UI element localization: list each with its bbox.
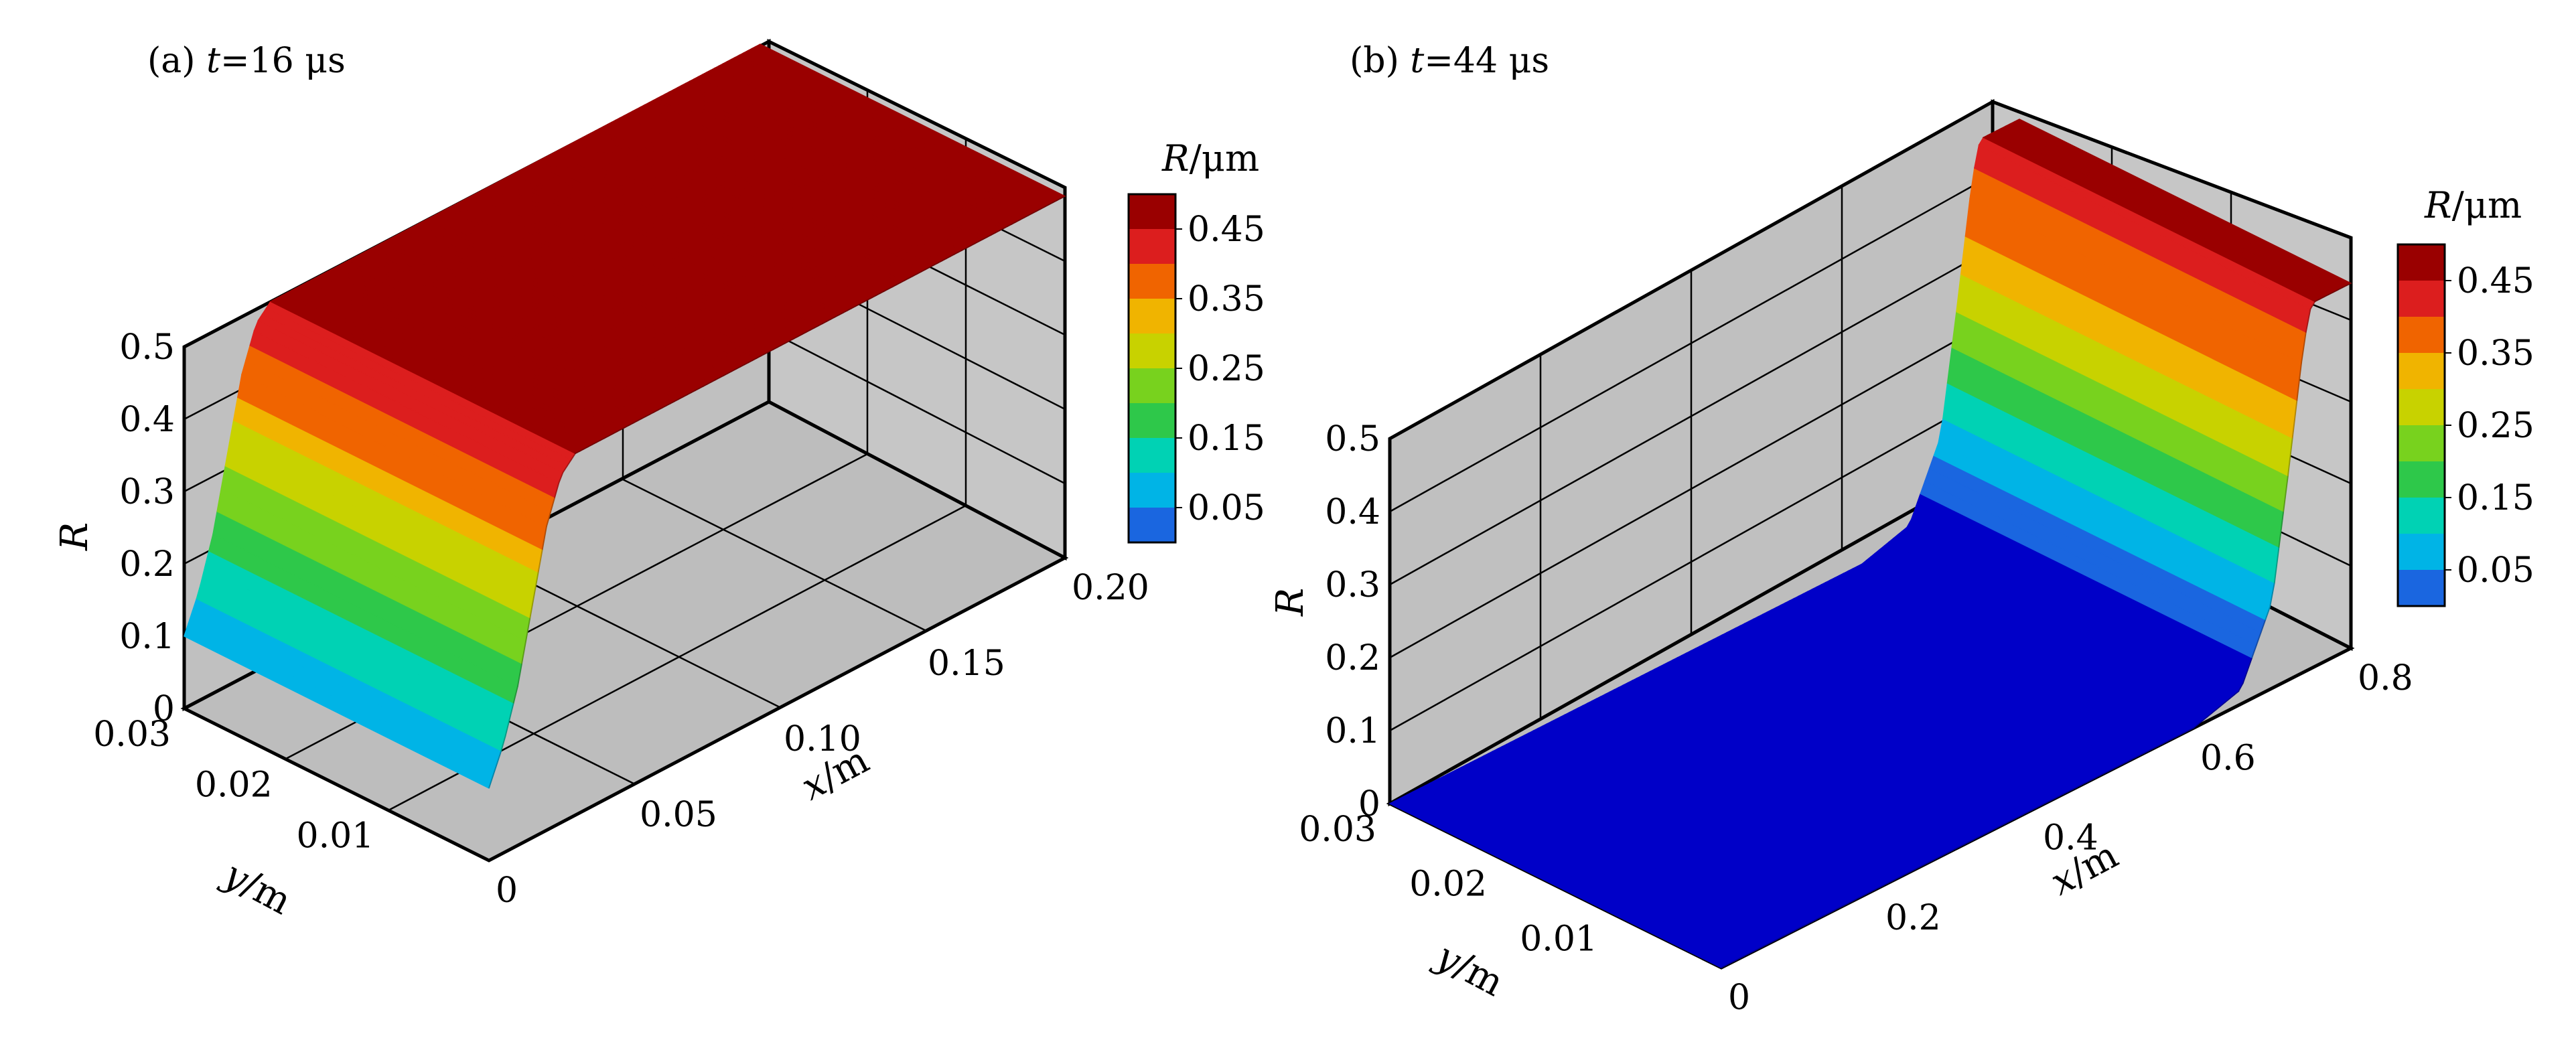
panel-a-colorbar: R/μm 0.45 0.35 0.25 0.15 0.05 <box>1127 137 1265 544</box>
panel-b-ylabel: y/m <box>1427 934 1511 1005</box>
panel-a-ticks: 0.50.40.30.20.100.030.020.0100.050.100.1… <box>93 327 1149 911</box>
panel-a-colorbar-swatch <box>1129 264 1175 299</box>
panel-b-colorbar-swatch <box>2398 244 2445 281</box>
panel-b-z-tick: 0.4 <box>1325 492 1380 532</box>
panel-a-surface-front-edge <box>488 196 1066 789</box>
panel-b-x-tick: 0.2 <box>1885 898 1941 938</box>
panel-b-x-tick: 0 <box>1728 978 1750 1018</box>
panel-b-colorbar-swatch <box>2398 570 2445 606</box>
panel-a-colorbar-swatch <box>1129 299 1175 333</box>
panel-a-x-tick: 0.05 <box>640 795 717 835</box>
panel-b-colorbar-label: R/μm <box>2424 184 2522 226</box>
panel-b-zlabel: R <box>1269 588 1312 617</box>
panel-a-z-tick: 0 <box>153 689 175 729</box>
panel-b-colorbar: R/μm 0.45 0.35 0.25 0.15 0.05 <box>2396 184 2534 607</box>
panel-b-z-tick: 0.1 <box>1325 711 1380 751</box>
panel-a-surface-strip <box>755 44 1066 200</box>
panel-b-colorbar-swatch <box>2398 317 2445 353</box>
panel-b-colorbar-swatch <box>2398 353 2445 389</box>
panel-b-colorbar-swatch <box>2398 498 2445 534</box>
panel-a-colorbar-swatch <box>1129 333 1175 368</box>
panel-a-colorbar-tick: 0.45 <box>1188 210 1265 250</box>
panel-b-x-tick: 0.4 <box>2043 818 2098 859</box>
panel-b-surface-strip <box>2013 119 2352 287</box>
panel-a-colorbar-swatch <box>1129 403 1175 438</box>
panel-a-colorbar-swatch <box>1129 438 1175 473</box>
panel-b-colorbar-tick: 0.45 <box>2457 261 2534 301</box>
panel-a-colorbar-swatch <box>1129 473 1175 508</box>
panel-b-colorbar-tick: 0.25 <box>2457 406 2534 446</box>
panel-a-x-tick: 0 <box>496 871 518 911</box>
panel-a-z-tick: 0.4 <box>119 400 175 440</box>
panel-b-colorbar-tick: 0.15 <box>2457 478 2534 518</box>
panel-a-colorbar-swatch <box>1129 368 1175 403</box>
panel-a-z-tick: 0.5 <box>119 327 175 368</box>
panel-a-ylabel: y/m <box>215 852 299 923</box>
panel-a-x-tick: 0.15 <box>928 644 1005 684</box>
panel-b-x-tick: 0.8 <box>2358 658 2413 698</box>
panel-a-colorbar-label: R/μm <box>1161 137 1259 179</box>
panel-b-colorbar-tick: 0.35 <box>2457 333 2534 374</box>
panel-a-colorbar-tick: 0.05 <box>1188 488 1265 528</box>
panel-b-y-tick: 0.03 <box>1299 810 1376 850</box>
panel-a-y-tick: 0.02 <box>195 765 273 806</box>
panel-b-y-tick: 0.01 <box>1520 919 1597 959</box>
panel-b-colorbar-swatch <box>2398 389 2445 425</box>
panel-a-z-tick: 0.2 <box>119 544 175 585</box>
panel-a-zlabel: R <box>53 522 96 551</box>
panel-a-colorbar-swatch <box>1129 229 1175 264</box>
panel-a-colorbar-tick: 0.35 <box>1188 279 1265 319</box>
panel-b-colorbar-swatch <box>2398 461 2445 498</box>
panel-b-x-tick: 0.6 <box>2200 738 2256 778</box>
panel-b-z-tick: 0 <box>1358 784 1380 824</box>
panel-a-x-tick: 0.10 <box>784 719 861 759</box>
panel-b-colorbar-swatch <box>2398 425 2445 461</box>
panel-a-colorbar-tick: 0.15 <box>1188 419 1265 459</box>
panel-a-colorbar-swatch <box>1129 508 1175 542</box>
panel-a: (a) t=16 μs <box>53 38 1265 923</box>
panel-b-colorbar-swatch <box>2398 281 2445 317</box>
panel-b-surface <box>1388 119 2352 968</box>
panel-a-title: (a) t=16 μs <box>147 41 346 81</box>
panel-a-z-tick: 0.1 <box>119 617 175 657</box>
panel-a-surface <box>184 44 1066 790</box>
panel-a-colorbar-tick: 0.25 <box>1188 349 1265 389</box>
panel-a-x-tick: 0.20 <box>1072 568 1149 608</box>
panel-b-z-tick: 0.5 <box>1325 419 1380 459</box>
panel-b-colorbar-swatch <box>2398 534 2445 570</box>
panel-b-ticks: 0.50.40.30.20.100.030.020.0100.20.40.60.… <box>1299 419 2413 1018</box>
panel-a-y-tick: 0.01 <box>297 816 374 856</box>
panel-b-z-tick: 0.2 <box>1325 638 1380 678</box>
panel-b-y-tick: 0.02 <box>1409 865 1487 905</box>
panel-b-colorbar-tick: 0.05 <box>2457 550 2534 591</box>
panel-b-surface-front-edge <box>1721 283 2352 968</box>
panel-b-z-tick: 0.3 <box>1325 565 1380 605</box>
panel-a-y-tick: 0.03 <box>93 715 171 755</box>
panel-b: (b) t=44 μs 0.5 0.4 0.3 0.2 0.1 <box>1269 41 2534 1018</box>
panel-b-title: (b) t=44 μs <box>1350 41 1549 81</box>
panel-a-z-tick: 0.3 <box>119 472 175 512</box>
panel-a-colorbar-swatch <box>1129 194 1175 229</box>
